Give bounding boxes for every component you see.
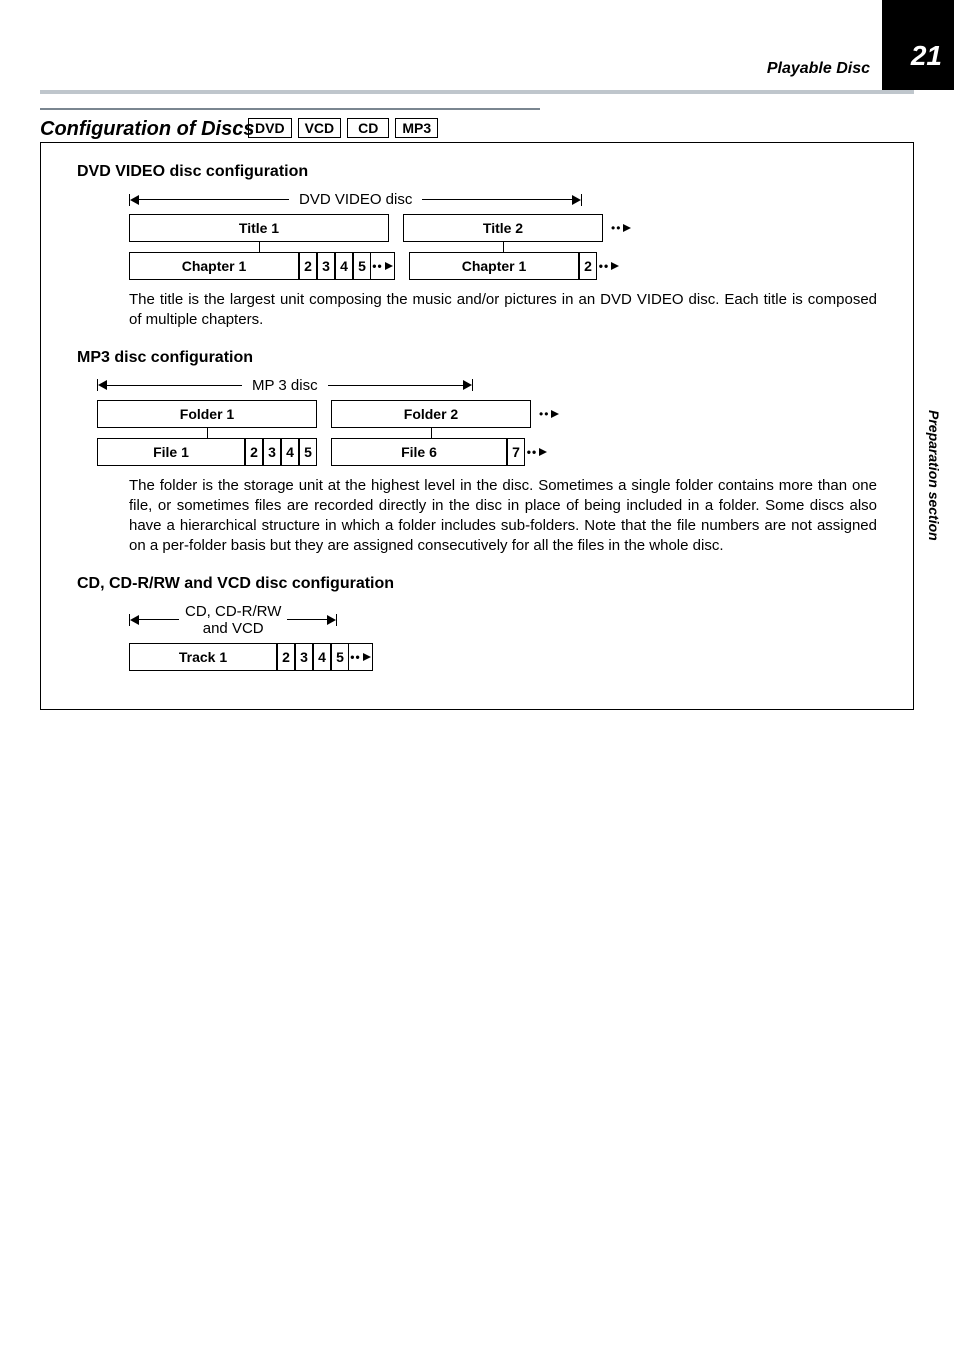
cd-diagram: CD, CD-R/RW and VCD Track 1 2 3 4 5 ••: [129, 603, 877, 671]
dvd-chapter-2: Chapter 1: [409, 252, 579, 280]
page-number: 21: [911, 40, 942, 72]
section-title: Configuration of Discs: [40, 118, 254, 141]
range-bar: [139, 619, 179, 620]
continue-cell: ••: [525, 438, 549, 466]
cd-t-n4: 4: [313, 643, 331, 671]
dvd-title-1: Title 1: [129, 214, 389, 242]
range-bar: [139, 199, 289, 200]
cd-range-l2: and VCD: [185, 620, 281, 637]
mp3-f1-n5: 5: [299, 438, 317, 466]
dvd-ch1-n5: 5: [353, 252, 371, 280]
dvd-title-2: Title 2: [403, 214, 603, 242]
range-tick: [336, 614, 337, 626]
section-rule: [40, 108, 540, 110]
dvd-range-label: DVD VIDEO disc: [299, 191, 412, 208]
format-badges: DVD VCD CD MP3: [248, 118, 438, 138]
mp3-file-6: File 6: [331, 438, 507, 466]
cd-t-n3: 3: [295, 643, 313, 671]
cd-t-n2: 2: [277, 643, 295, 671]
continue-cell: ••: [597, 252, 621, 280]
cd-heading: CD, CD-R/RW and VCD disc configuration: [77, 575, 877, 593]
side-tab-label: Preparation section: [926, 410, 942, 541]
dvd-ch1-n4: 4: [335, 252, 353, 280]
dvd-chapter-1: Chapter 1: [129, 252, 299, 280]
content-box: DVD VIDEO disc configuration DVD VIDEO d…: [40, 142, 914, 710]
mp3-folder-2: Folder 2: [331, 400, 531, 428]
dvd-diagram: DVD VIDEO disc Title 1 Title 2 •• Chapte…: [129, 191, 877, 280]
mp3-heading: MP3 disc configuration: [77, 349, 877, 367]
continue-arrow-icon: ••: [611, 214, 631, 242]
mp3-f1-n2: 2: [245, 438, 263, 466]
badge-mp3: MP3: [395, 118, 438, 138]
range-tick: [581, 194, 582, 206]
header-rule: [40, 90, 914, 94]
range-arrow-right-icon: [572, 195, 581, 205]
range-arrow-left-icon: [130, 615, 139, 625]
range-arrow-left-icon: [130, 195, 139, 205]
range-tick: [472, 379, 473, 391]
dvd-ch1-n2: 2: [299, 252, 317, 280]
badge-cd: CD: [347, 118, 389, 138]
mp3-f1-n4: 4: [281, 438, 299, 466]
range-arrow-right-icon: [327, 615, 336, 625]
range-bar: [107, 385, 242, 386]
badge-vcd: VCD: [298, 118, 342, 138]
cd-range-l1: CD, CD-R/RW: [185, 603, 281, 620]
dvd-ch2-n2: 2: [579, 252, 597, 280]
range-arrow-right-icon: [463, 380, 472, 390]
badge-dvd: DVD: [248, 118, 292, 138]
dvd-ch1-n3: 3: [317, 252, 335, 280]
dvd-paragraph: The title is the largest unit composing …: [129, 290, 877, 331]
range-bar: [328, 385, 463, 386]
range-bar: [422, 199, 572, 200]
range-arrow-left-icon: [98, 380, 107, 390]
mp3-file-1: File 1: [97, 438, 245, 466]
cd-track-1: Track 1: [129, 643, 277, 671]
mp3-f1-n3: 3: [263, 438, 281, 466]
cd-t-n5: 5: [331, 643, 349, 671]
side-tab: Preparation section: [914, 370, 954, 580]
dvd-heading: DVD VIDEO disc configuration: [77, 163, 877, 181]
mp3-paragraph: The folder is the storage unit at the hi…: [129, 476, 877, 557]
continue-cell: ••: [371, 252, 395, 280]
header-corner: 21: [882, 0, 954, 90]
header-label: Playable Disc: [767, 60, 870, 78]
mp3-f6-n7: 7: [507, 438, 525, 466]
continue-cell: ••: [349, 643, 373, 671]
mp3-folder-1: Folder 1: [97, 400, 317, 428]
continue-arrow-icon: ••: [539, 400, 559, 428]
mp3-range-label: MP 3 disc: [252, 377, 318, 394]
range-bar: [287, 619, 327, 620]
mp3-diagram: MP 3 disc Folder 1 Folder 2 •• File 1 2: [97, 377, 877, 466]
